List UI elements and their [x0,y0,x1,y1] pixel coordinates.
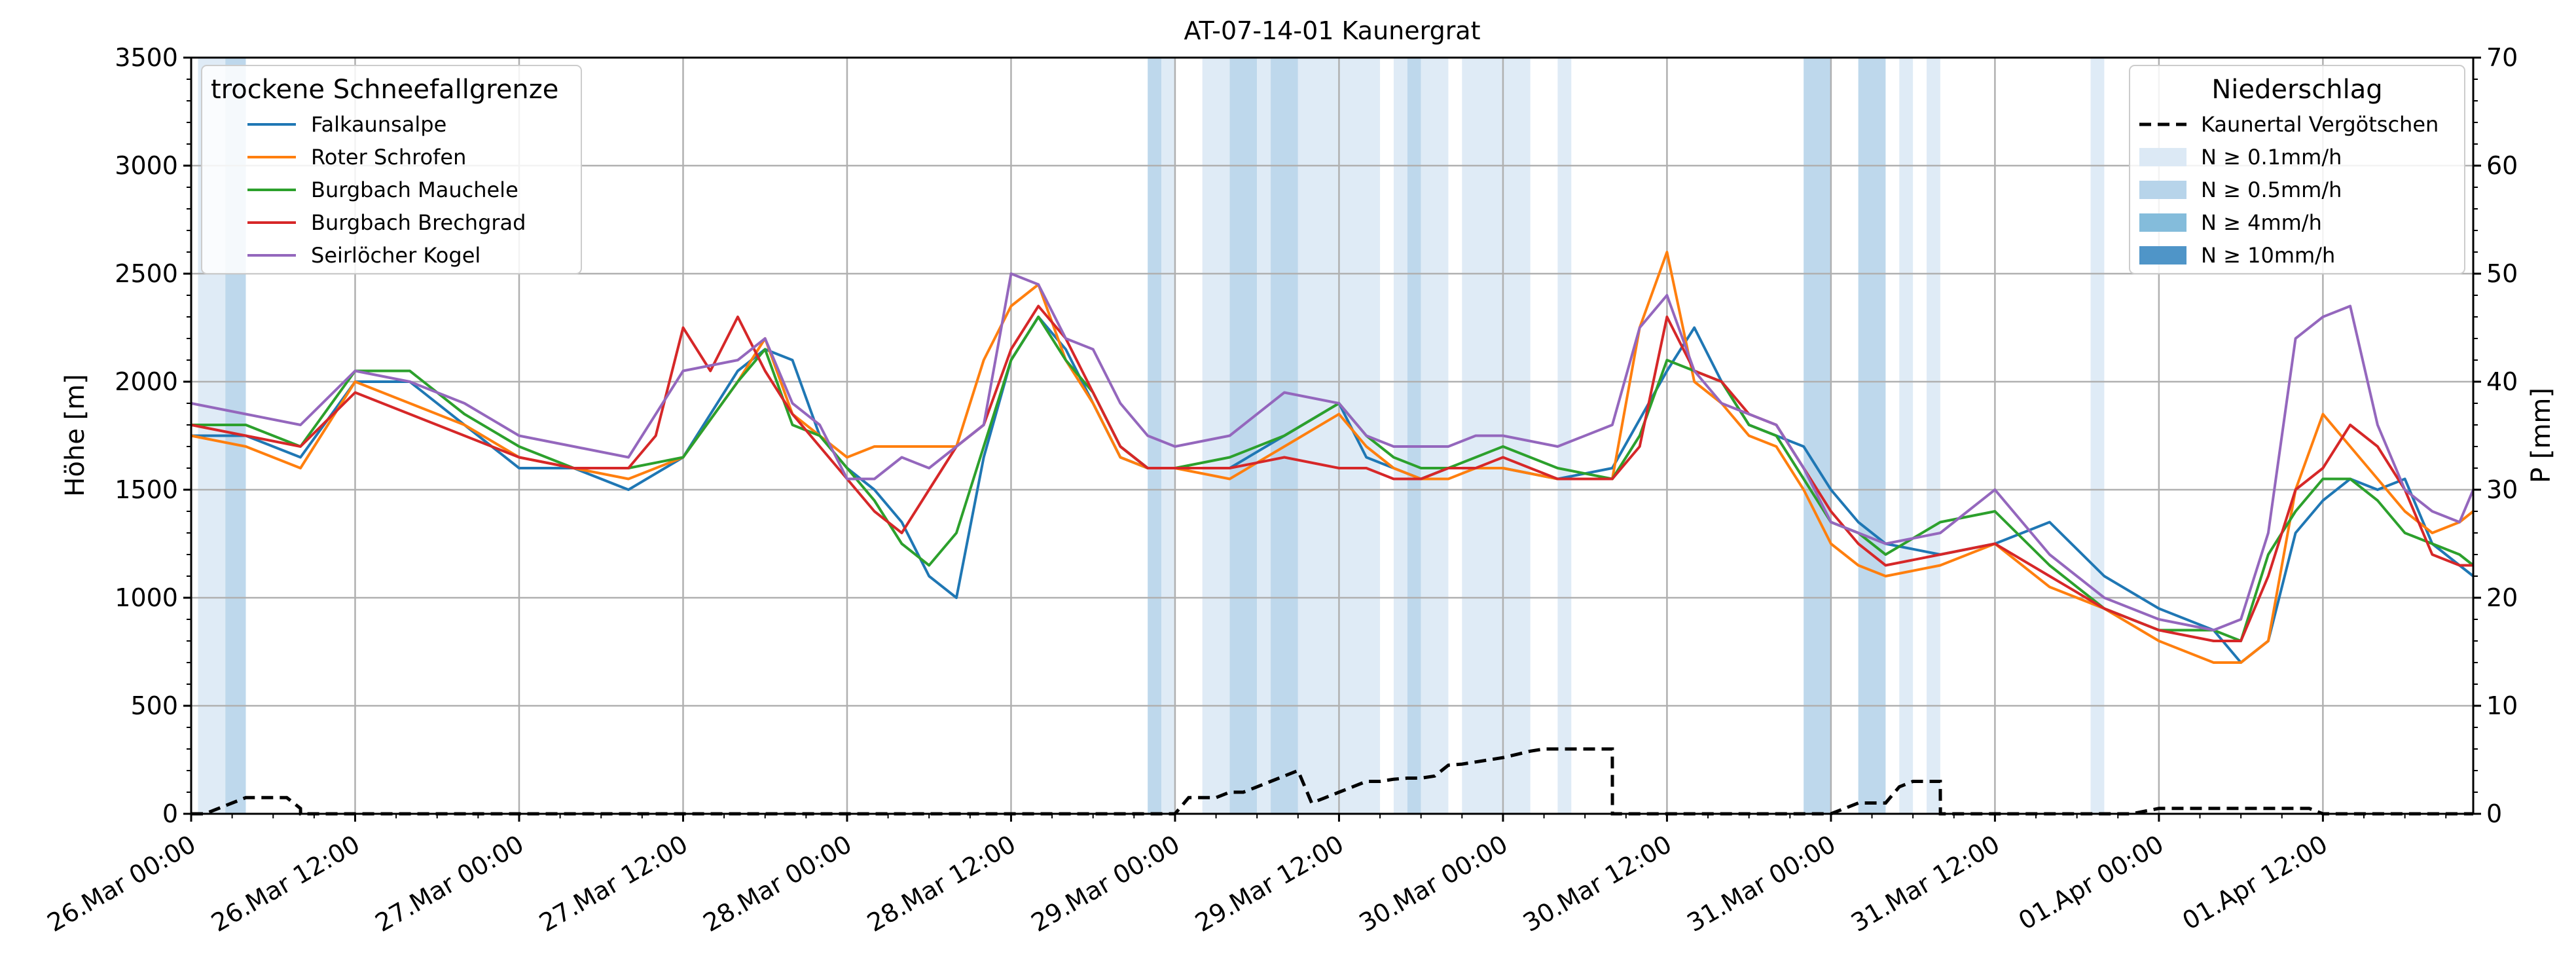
y-axis-right-ticks: 0 10 20 30 40 50 60 70 [2473,43,2518,828]
x-tick-label-11: 31.Mar 12:00 [1846,830,2005,938]
precip-band-15 [1858,58,1886,814]
y-axis-left-ticks: 0 500 1000 1500 2000 2500 3000 3500 [115,43,191,828]
x-tick-label-1: 26.Mar 12:00 [206,830,365,938]
legend-right-label-0: Kaunertal Vergötschen [2201,112,2439,137]
y-left-tick-label-1: 500 [130,691,178,720]
legend-left-label-0: Falkaunsalpe [311,112,446,137]
y-right-tick-label-7: 70 [2486,43,2518,72]
y-left-tick-label-4: 2000 [115,367,178,396]
y-right-tick-label-6: 60 [2486,151,2518,180]
y-right-tick-label-0: 0 [2486,799,2502,828]
y-left-tick-label-6: 3000 [115,151,178,180]
y-axis-right-label: P [mm] [2526,388,2556,483]
y-right-tick-label-2: 20 [2486,583,2518,612]
series-line-2 [191,316,2475,642]
plot-frame [190,56,2475,815]
snowline-series-group [190,251,2475,664]
chart-title: AT-07-14-01 Kaunergrat [1184,16,1480,45]
legend-right-box [2129,65,2465,274]
precip-band-11 [1421,58,1449,814]
legend-right-swatch-4 [2139,246,2186,265]
x-tick-label-3: 27.Mar 12:00 [534,830,693,938]
precip-band-14 [1804,58,1831,814]
precip-band-16 [1899,58,1914,814]
y-axis-left-label: Höhe [m] [60,374,90,496]
x-tick-label-12: 01.Apr 00:00 [2014,830,2169,936]
precip-band-17 [1927,58,1940,814]
series-line-1 [190,251,2475,664]
legend-left-box [201,65,582,274]
x-tick-label-13: 01.Apr 12:00 [2177,830,2332,936]
y-left-tick-label-7: 3500 [115,43,178,72]
legend-right-swatch-1 [2139,148,2186,166]
legend-right-label-1: N ≥ 0.1mm/h [2201,145,2342,170]
x-tick-label-4: 28.Mar 00:00 [698,830,857,938]
precip-band-10 [1407,58,1421,814]
precip-band-6 [1257,58,1271,814]
legend-left-label-1: Roter Schrofen [311,145,466,170]
legend-left-label-2: Burgbach Mauchele [311,177,518,202]
x-tick-label-5: 28.Mar 12:00 [862,830,1021,938]
precip-band-3 [1161,58,1175,814]
x-tick-label-7: 29.Mar 12:00 [1190,830,1349,938]
series-line-3 [190,304,2473,642]
legend-right: Niederschlag Kaunertal Vergötschen N ≥ 0.… [2129,65,2465,274]
y-right-tick-label-3: 30 [2486,475,2518,504]
y-left-tick-label-2: 1000 [115,583,178,612]
legend-right-swatch-2 [2139,181,2186,199]
y-left-tick-label-3: 1500 [115,475,178,504]
legend-right-swatch-3 [2139,213,2186,232]
x-tick-label-0: 26.Mar 00:00 [43,830,201,938]
y-left-tick-label-5: 2500 [115,259,178,288]
precip-band-5 [1229,58,1258,814]
x-tick-label-2: 27.Mar 00:00 [371,830,529,938]
legend-right-label-2: N ≥ 0.5mm/h [2201,177,2342,202]
legend-right-label-3: N ≥ 4mm/h [2201,210,2322,235]
y-left-tick-label-0: 0 [162,799,178,828]
precip-band-13 [1557,58,1572,814]
precip-band-18 [2090,58,2105,814]
legend-right-items: Kaunertal Vergötschen N ≥ 0.1mm/h N ≥ 0.5m… [2139,112,2439,268]
x-axis-ticks: 26.Mar 00:00 26.Mar 12:00 27.Mar 00:00 27.M… [43,814,2447,938]
legend-right-label-4: N ≥ 10mm/h [2201,243,2335,268]
precip-band-2 [1148,58,1162,814]
legend-right-title: Niederschlag [2211,75,2382,105]
precip-band-9 [1393,58,1407,814]
x-tick-label-6: 29.Mar 00:00 [1026,830,1185,938]
x-tick-label-9: 30.Mar 12:00 [1518,830,1677,938]
x-tick-label-8: 30.Mar 00:00 [1354,830,1513,938]
y-right-tick-label-4: 40 [2486,367,2518,396]
series-line-4 [190,272,2475,632]
y-right-tick-label-5: 50 [2486,259,2518,288]
x-tick-label-10: 31.Mar 00:00 [1682,830,1841,938]
legend-left: trockene Schneefallgrenze Falkaunsalpe Ro… [201,65,582,274]
y-right-tick-label-1: 10 [2486,691,2518,720]
legend-left-title: trockene Schneefallgrenze [211,75,558,105]
legend-left-label-4: Seirlöcher Kogel [311,243,481,268]
legend-left-items: Falkaunsalpe Roter Schrofen Burgbach Mauch… [247,112,526,268]
legend-left-label-3: Burgbach Brechgrad [311,210,526,235]
